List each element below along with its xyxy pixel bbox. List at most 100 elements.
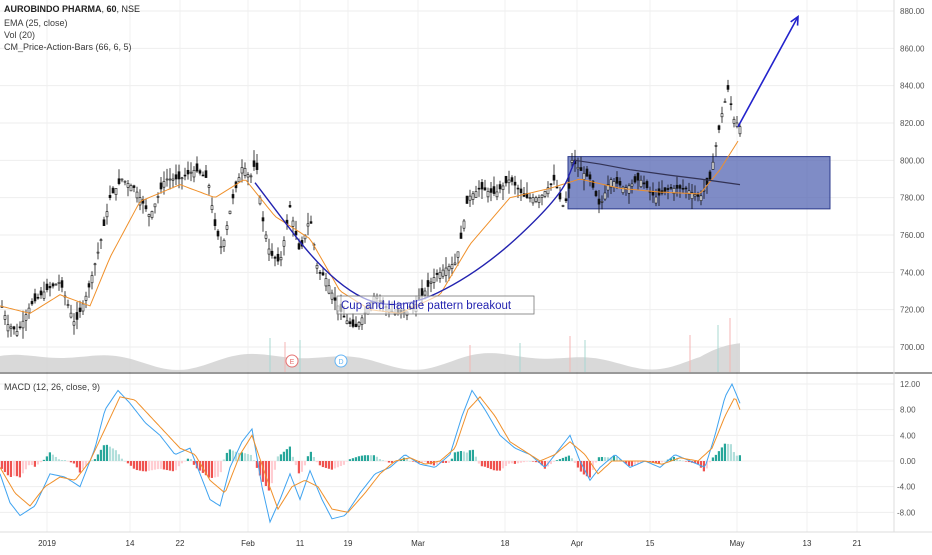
candle-body (246, 174, 250, 178)
candle-body (153, 203, 157, 208)
candle-body (330, 292, 334, 300)
macd-histogram-bar (144, 461, 147, 472)
macd-histogram-bar (36, 461, 39, 465)
macd-histogram-bar (678, 460, 681, 461)
macd-histogram-bar (354, 457, 357, 461)
candle-body (270, 250, 274, 256)
time-axis-tick-label: Apr (571, 539, 584, 548)
candle-body (513, 181, 517, 186)
legend-indicator-vol[interactable]: Vol (20) (4, 30, 36, 40)
candle-body (213, 219, 217, 226)
candle-body (126, 183, 130, 188)
event-marker-E[interactable]: E (285, 354, 299, 368)
macd-histogram-bar (387, 461, 390, 463)
event-marker-circle[interactable] (285, 354, 299, 368)
candle-body (669, 186, 673, 189)
macd-histogram-bar (216, 461, 219, 477)
candle-body (453, 262, 457, 265)
macd-histogram-bar (453, 452, 456, 461)
macd-histogram-bar (438, 461, 441, 463)
macd-histogram-bar (258, 461, 261, 476)
macd-histogram-bar (165, 461, 168, 471)
macd-histogram-bar (18, 461, 21, 478)
candle-body (582, 173, 586, 180)
macd-histogram-bar (270, 461, 273, 484)
macd-histogram-bar (477, 461, 480, 464)
candle-body (315, 265, 319, 269)
macd-histogram-bar (615, 456, 618, 461)
macd-histogram-bar (315, 461, 318, 463)
legend-indicator-cm[interactable]: CM_Price-Action-Bars (66, 6, 5) (4, 42, 132, 52)
macd-histogram-bar (222, 459, 225, 461)
macd-histogram-bar (114, 450, 117, 461)
candle-body (432, 277, 436, 283)
macd-histogram-bar (39, 461, 42, 463)
candle-body (306, 223, 310, 227)
macd-histogram-bar (558, 459, 561, 461)
breakout-rectangle[interactable] (567, 156, 831, 210)
candle-body (72, 321, 76, 326)
candle-body (117, 178, 121, 184)
candle-body (324, 278, 328, 287)
candle-body (477, 187, 481, 190)
candle-body (720, 113, 724, 118)
target-arrow[interactable] (737, 14, 799, 128)
candle-body (714, 145, 718, 147)
volume-area (0, 343, 740, 372)
breakout-zone[interactable] (567, 156, 831, 210)
macd-histogram-bar (717, 451, 720, 461)
annotation-text[interactable]: Cup and Handle pattern breakout (341, 300, 512, 312)
macd-histogram-bar (384, 461, 387, 462)
candle-body (474, 191, 478, 198)
arrow-head[interactable] (790, 14, 799, 26)
candle-body (732, 118, 736, 124)
candle-body (498, 184, 502, 190)
candle-body (48, 286, 52, 289)
time-axis-tick-label: 14 (126, 539, 135, 548)
candle-body (120, 178, 124, 181)
arrow-shaft[interactable] (737, 16, 799, 128)
macd-histogram-bar (126, 461, 129, 464)
candle-body (102, 219, 106, 226)
macd-histogram-bar (432, 461, 435, 466)
annotation-layer[interactable]: Cup and Handle pattern breakout (336, 295, 535, 315)
macd-histogram-bar (411, 461, 414, 462)
macd-histogram-bar (708, 461, 711, 463)
candle-body (495, 191, 499, 198)
time-axis-tick-label: 19 (344, 539, 353, 548)
handle-line-path[interactable] (574, 159, 741, 186)
candle-body (729, 103, 733, 105)
annotation-box[interactable] (336, 295, 535, 315)
candle-body (726, 85, 730, 90)
candle-body (81, 303, 85, 312)
candle-body (207, 185, 211, 188)
time-axis-tick-label: 2019 (38, 539, 56, 548)
legend-macd[interactable]: MACD (12, 26, close, 9) (4, 382, 101, 392)
legend-indicator-ema[interactable]: EMA (25, close) (4, 18, 68, 28)
macd-histogram-bar (246, 454, 249, 461)
macd-histogram-bar (450, 458, 453, 461)
event-marker-circle[interactable] (334, 354, 348, 368)
candle-body (504, 175, 508, 184)
volume-bars (0, 318, 740, 372)
event-marker-D[interactable]: D (334, 354, 348, 368)
macd-histogram-bar (99, 449, 102, 461)
candle-body (630, 183, 634, 187)
macd-histogram-bar (105, 444, 108, 461)
candle-body (222, 239, 226, 247)
candle-body (57, 281, 61, 284)
macd-histogram-bar (423, 461, 426, 462)
macd-histogram-bar (318, 461, 321, 466)
candle-body (54, 283, 58, 286)
candle-body (570, 160, 574, 163)
candle-body (576, 167, 580, 170)
time-axis-tick-label: May (729, 539, 744, 548)
macd-histogram-bar (69, 461, 72, 463)
macd-histogram-bar (339, 461, 342, 467)
candle-body (45, 283, 49, 291)
macd-histogram-bar (675, 457, 678, 461)
macd-histogram-bar (102, 445, 105, 461)
candle-body (564, 198, 568, 202)
